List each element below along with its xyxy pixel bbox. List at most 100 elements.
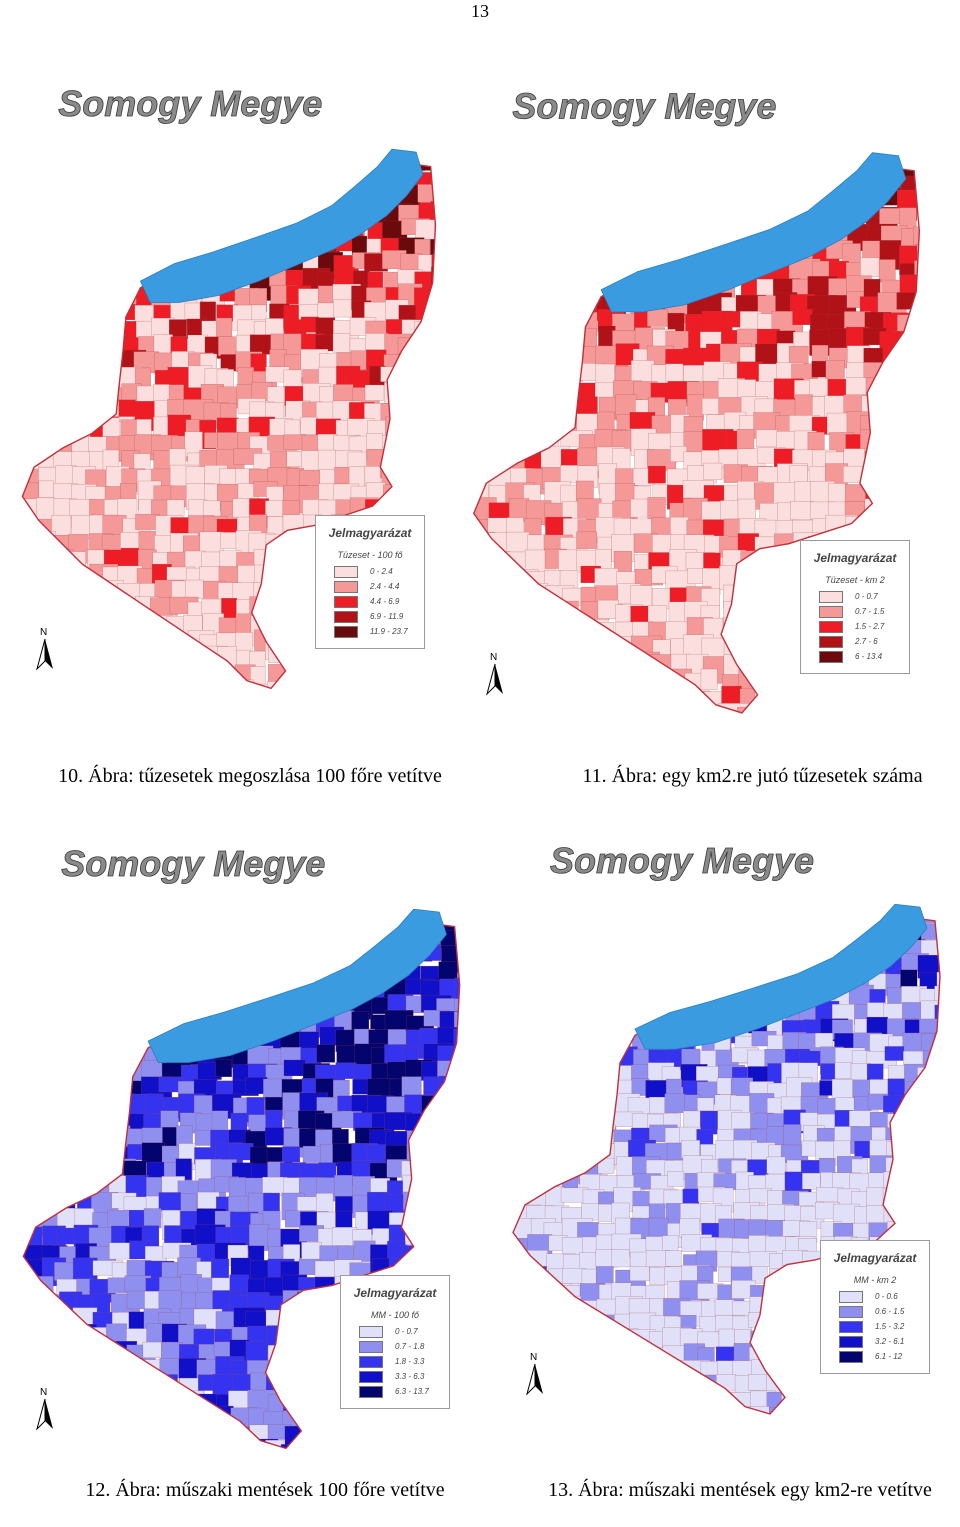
legend-swatch — [359, 1355, 383, 1368]
legend-label: 2.4 - 4.4 — [370, 582, 400, 591]
svg-text:N: N — [40, 627, 47, 638]
legend-item: 6.9 - 11.9 — [316, 609, 424, 624]
figure-caption-12: 12. Ábra: műszaki mentések 100 főre vetí… — [85, 1479, 445, 1501]
map-title: Somogy Megye — [550, 840, 814, 881]
north-arrow-icon: N — [525, 1350, 545, 1396]
legend-swatch — [334, 595, 358, 608]
legend-swatch — [359, 1340, 383, 1353]
legend-subtitle: MM - km 2 — [853, 1275, 897, 1285]
legend-swatch — [359, 1325, 383, 1338]
map-legend: Jelmagyarázat MM - 100 fő 0 - 0.7 0.7 - 1.8… — [340, 1275, 450, 1409]
legend-item: 6.3 - 13.7 — [341, 1384, 449, 1399]
legend-swatch — [839, 1320, 863, 1333]
lake-balaton — [147, 908, 447, 1063]
legend-label: 3.3 - 6.3 — [395, 1372, 425, 1381]
legend-swatch — [819, 635, 843, 648]
map-panel-fire-per-km2: Somogy Megye Jelmagyarázat Tüzeset - km 2 0… — [455, 60, 935, 725]
legend-swatch — [334, 610, 358, 623]
svg-text:N: N — [40, 1387, 47, 1398]
legend-item: 0 - 0.6 — [821, 1289, 929, 1304]
legend-swatch — [819, 650, 843, 663]
map-panel-fire-per-100: Somogy Megye Jelmagyarázat Tüzeset - 100 f… — [5, 60, 450, 700]
legend-swatch — [839, 1305, 863, 1318]
legend-swatch — [334, 565, 358, 578]
legend-item: 6.1 - 12 — [821, 1349, 929, 1364]
map-title: Somogy Megye — [61, 843, 325, 884]
lake-balaton — [634, 903, 928, 1050]
legend-item: 0.7 - 1.5 — [801, 604, 909, 619]
legend-swatch — [819, 590, 843, 603]
legend-label: 6.1 - 12 — [875, 1352, 903, 1361]
legend-item: 1.5 - 2.7 — [801, 619, 909, 634]
map-title: Somogy Megye — [512, 85, 776, 126]
legend-item: 0 - 0.7 — [801, 589, 909, 604]
legend-subtitle: Tüzeset - km 2 — [825, 575, 885, 585]
legend-item: 3.3 - 6.3 — [341, 1369, 449, 1384]
legend-label: 6.9 - 11.9 — [370, 612, 404, 621]
legend-subtitle: Tüzeset - 100 fő — [337, 550, 403, 560]
figure-caption-11: 11. Ábra: egy km2.re jutó tűzesetek szám… — [582, 765, 923, 787]
legend-subtitle: MM - 100 fő — [370, 1310, 419, 1320]
legend-label: 0 - 0.7 — [855, 592, 878, 601]
legend-label: 1.5 - 3.2 — [875, 1322, 905, 1331]
legend-swatch — [359, 1385, 383, 1398]
legend-label: 6 - 13.4 — [855, 652, 883, 661]
legend-label: 6.3 - 13.7 — [395, 1387, 429, 1396]
legend-label: 1.5 - 2.7 — [855, 622, 885, 631]
legend-item: 0 - 0.7 — [341, 1324, 449, 1339]
county-map: Somogy Megye — [21, 83, 437, 690]
svg-text:N: N — [490, 652, 497, 663]
north-arrow-icon: N — [485, 650, 505, 696]
legend-label: 0.7 - 1.5 — [855, 607, 885, 616]
legend-item: 2.7 - 6 — [801, 634, 909, 649]
legend-item: 0 - 2.4 — [316, 564, 424, 579]
map-panel-rescue-per-100: Somogy Megye Jelmagyarázat MM - 100 fő 0 - … — [5, 820, 475, 1460]
county-map: Somogy Megye — [472, 85, 921, 714]
legend-swatch — [359, 1370, 383, 1383]
legend-item: 2.4 - 4.4 — [316, 579, 424, 594]
map-legend: Jelmagyarázat Tüzeset - km 2 0 - 0.7 0.7 - … — [800, 540, 910, 674]
legend-label: 3.2 - 6.1 — [875, 1337, 905, 1346]
lake-balaton — [139, 148, 424, 303]
legend-item: 1.5 - 3.2 — [821, 1319, 929, 1334]
map-panel-rescue-per-km2: Somogy Megye Jelmagyarázat MM - km 2 0 - 0.… — [495, 820, 955, 1425]
map-title: Somogy Megye — [58, 83, 322, 124]
figure-caption-13: 13. Ábra: műszaki mentések egy km2-re ve… — [548, 1479, 932, 1501]
legend-title: Jelmagyarázat — [833, 1251, 917, 1265]
legend-label: 2.7 - 6 — [855, 637, 878, 646]
north-arrow-icon: N — [35, 625, 55, 671]
legend-item: 6 - 13.4 — [801, 649, 909, 664]
legend-item: 1.8 - 3.3 — [341, 1354, 449, 1369]
legend-swatch — [819, 620, 843, 633]
legend-item: 4.4 - 6.9 — [316, 594, 424, 609]
map-legend: Jelmagyarázat Tüzeset - 100 fő 0 - 2.4 2.4 … — [315, 515, 425, 649]
legend-swatch — [334, 580, 358, 593]
legend-swatch — [819, 605, 843, 618]
legend-label: 4.4 - 6.9 — [370, 597, 400, 606]
legend-title: Jelmagyarázat — [353, 1286, 437, 1300]
lake-balaton — [600, 152, 907, 313]
figure-caption-10: 10. Ábra: tűzesetek megoszlása 100 főre … — [58, 765, 442, 787]
map-legend: Jelmagyarázat MM - km 2 0 - 0.6 0.6 - 1.5 1.… — [820, 1240, 930, 1374]
svg-text:N: N — [530, 1352, 537, 1363]
county-map: Somogy Megye — [22, 843, 461, 1450]
legend-label: 1.8 - 3.3 — [395, 1357, 425, 1366]
legend-label: 0 - 2.4 — [370, 567, 393, 576]
north-arrow-icon: N — [35, 1385, 55, 1431]
page-number: 13 — [471, 1, 489, 21]
legend-title: Jelmagyarázat — [813, 551, 897, 565]
legend-item: 3.2 - 6.1 — [821, 1334, 929, 1349]
legend-label: 11.9 - 23.7 — [370, 627, 408, 636]
legend-swatch — [839, 1335, 863, 1348]
legend-item: 0.6 - 1.5 — [821, 1304, 929, 1319]
legend-label: 0 - 0.6 — [875, 1292, 898, 1301]
legend-swatch — [839, 1290, 863, 1303]
legend-item: 0.7 - 1.8 — [341, 1339, 449, 1354]
legend-title: Jelmagyarázat — [328, 526, 412, 540]
legend-label: 0 - 0.7 — [395, 1327, 418, 1336]
legend-swatch — [334, 625, 358, 638]
legend-label: 0.7 - 1.8 — [395, 1342, 425, 1351]
legend-swatch — [839, 1350, 863, 1363]
county-map: Somogy Megye — [512, 840, 941, 1415]
legend-label: 0.6 - 1.5 — [875, 1307, 905, 1316]
